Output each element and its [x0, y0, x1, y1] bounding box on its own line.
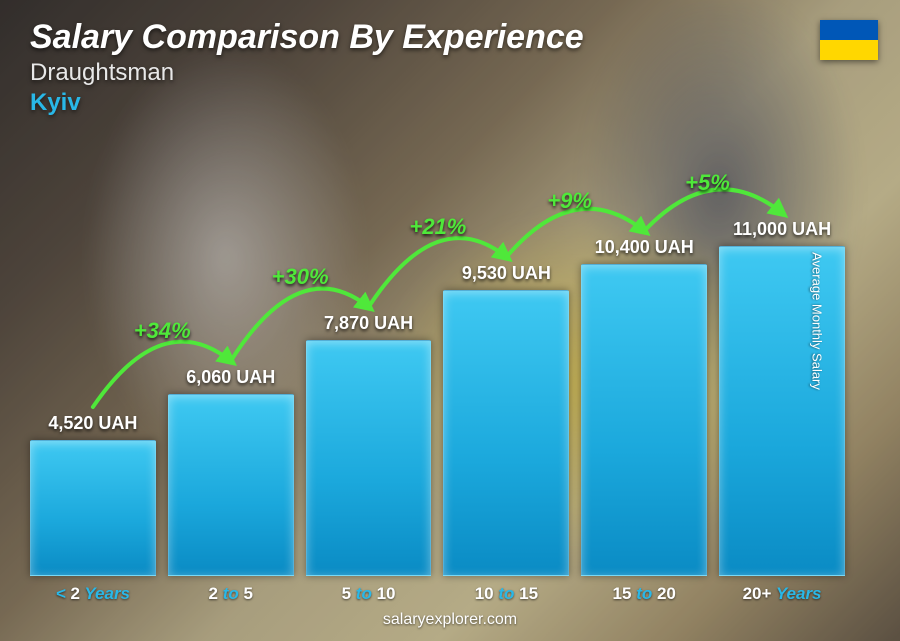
increase-label: +34%	[134, 318, 191, 344]
bar-col-2: 7,870 UAH5 to 10	[306, 313, 432, 576]
bar	[719, 246, 845, 576]
bar-col-1: 6,060 UAH2 to 5	[168, 367, 294, 576]
bar	[30, 440, 156, 576]
bar	[443, 290, 569, 576]
chart-subtitle: Draughtsman	[30, 59, 870, 87]
bar-category-label: 10 to 15	[475, 584, 538, 604]
increase-label: +5%	[685, 170, 730, 196]
flag-bottom-stripe	[820, 40, 878, 60]
bar	[306, 340, 432, 576]
footer-attribution: salaryexplorer.com	[0, 611, 900, 629]
y-axis-label: Average Monthly Salary	[810, 252, 825, 390]
chart-title: Salary Comparison By Experience	[30, 18, 870, 57]
bar-value-label: 11,000 UAH	[733, 219, 831, 240]
ukraine-flag-icon	[820, 20, 878, 60]
bar-col-4: 10,400 UAH15 to 20	[581, 237, 707, 576]
bar-category-label: < 2 Years	[56, 584, 130, 604]
increase-label: +9%	[547, 188, 592, 214]
bar-col-0: 4,520 UAH< 2 Years	[30, 413, 156, 576]
bar-value-label: 4,520 UAH	[48, 413, 137, 434]
bar	[581, 264, 707, 576]
bar-value-label: 6,060 UAH	[186, 367, 275, 388]
bar-category-label: 2 to 5	[209, 584, 253, 604]
bar	[168, 394, 294, 576]
chart-area: 4,520 UAH< 2 Years6,060 UAH2 to 57,870 U…	[30, 130, 845, 576]
bar-col-5: 11,000 UAH20+ Years	[719, 219, 845, 576]
bar-value-label: 9,530 UAH	[462, 263, 551, 284]
bar-col-3: 9,530 UAH10 to 15	[443, 263, 569, 576]
increase-label: +21%	[409, 214, 466, 240]
header: Salary Comparison By Experience Draughts…	[30, 18, 870, 117]
bar-category-label: 20+ Years	[743, 584, 822, 604]
bar-category-label: 15 to 20	[613, 584, 676, 604]
increase-label: +30%	[272, 264, 329, 290]
bar-value-label: 10,400 UAH	[595, 237, 694, 258]
bars-container: 4,520 UAH< 2 Years6,060 UAH2 to 57,870 U…	[30, 130, 845, 576]
bar-value-label: 7,870 UAH	[324, 313, 413, 334]
flag-top-stripe	[820, 20, 878, 40]
chart-location: Kyiv	[30, 89, 870, 117]
bar-category-label: 5 to 10	[342, 584, 396, 604]
